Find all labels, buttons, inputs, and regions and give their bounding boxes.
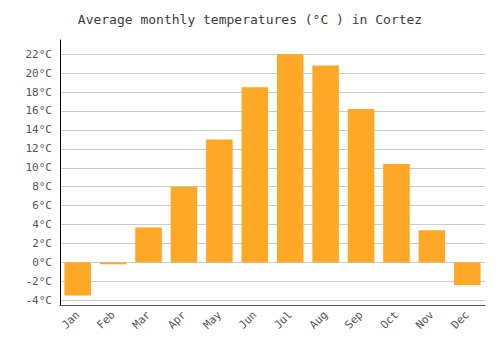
svg-text:Dec: Dec — [449, 308, 472, 331]
svg-text:Apr: Apr — [165, 308, 188, 331]
svg-text:Nov: Nov — [413, 308, 436, 331]
svg-text:Feb: Feb — [94, 308, 117, 331]
svg-text:Mar: Mar — [130, 308, 153, 331]
svg-text:May: May — [201, 308, 224, 331]
svg-text:Jan: Jan — [59, 308, 82, 331]
svg-text:18°C: 18°C — [26, 86, 53, 99]
svg-text:0°C: 0°C — [32, 256, 52, 269]
svg-text:22°C: 22°C — [26, 48, 53, 61]
svg-text:8°C: 8°C — [32, 180, 52, 193]
svg-text:-2°C: -2°C — [26, 275, 53, 288]
svg-text:Sep: Sep — [342, 308, 365, 331]
svg-text:6°C: 6°C — [32, 199, 52, 212]
svg-text:Jun: Jun — [236, 308, 259, 331]
svg-text:2°C: 2°C — [32, 237, 52, 250]
svg-text:Oct: Oct — [378, 308, 401, 331]
svg-text:Average monthly temperatures (: Average monthly temperatures (°C ) in Co… — [78, 12, 422, 27]
svg-text:-4°C: -4°C — [26, 294, 53, 307]
svg-text:4°C: 4°C — [32, 218, 52, 231]
svg-text:12°C: 12°C — [26, 142, 53, 155]
svg-text:10°C: 10°C — [26, 161, 53, 174]
svg-text:20°C: 20°C — [26, 67, 53, 80]
svg-text:Aug: Aug — [307, 308, 330, 331]
svg-text:Jul: Jul — [272, 308, 295, 331]
svg-text:16°C: 16°C — [26, 104, 53, 117]
svg-text:14°C: 14°C — [26, 123, 53, 136]
